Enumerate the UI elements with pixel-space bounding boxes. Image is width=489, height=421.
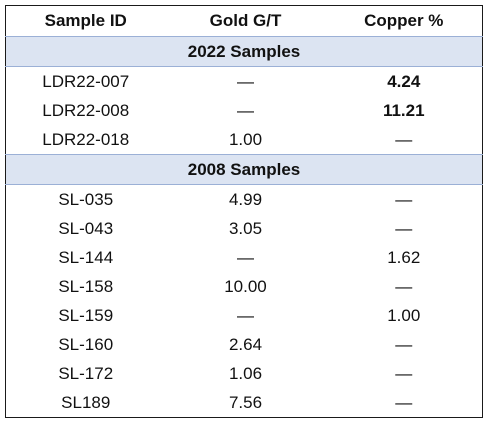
sample-id-cell: LDR22-007 [42,72,130,91]
sample-id-cell: LDR22-008 [42,101,130,120]
sample-id-cell: LDR22-018 [42,130,130,149]
sample-id-cell: SL189 [61,393,111,412]
table-header-row: Sample ID Gold G/T Copper % [5,5,483,37]
copper-value-cell: — [395,219,413,238]
group-header-row: 2022 Samples [5,36,483,67]
column-header-gold: Gold G/T [165,5,326,37]
sample-results-table: Sample ID Gold G/T Copper % 2022 Samples… [5,5,483,418]
table-row: SL-043 3.05 — [6,214,483,243]
column-header-copper: Copper % [325,5,483,37]
sample-id-cell: SL-158 [58,277,114,296]
group-label: 2008 Samples [5,154,483,185]
gold-value-cell: 7.56 [228,393,263,412]
copper-value-cell: — [395,393,413,412]
gold-value-cell: — [237,101,254,120]
gold-value-cell: 4.99 [228,190,263,209]
table-row: SL189 7.56 — [6,388,483,418]
copper-value-cell: 1.00 [387,306,421,325]
table-row: SL-172 1.06 — [6,359,483,388]
copper-value-cell: 11.21 [382,101,425,120]
copper-value-cell: — [395,364,413,383]
gold-value-cell: 10.00 [224,277,267,296]
gold-value-cell: 3.05 [228,219,263,238]
copper-value-cell: 1.62 [387,248,421,267]
sample-id-cell: SL-043 [58,219,114,238]
gold-value-cell: 2.64 [228,335,263,354]
copper-value-cell: — [395,130,413,149]
copper-value-cell: — [395,277,413,296]
table-row: SL-035 4.99 — [6,185,483,215]
table-row: LDR22-018 1.00 — [6,125,483,155]
gold-value-cell: — [237,248,254,267]
table-row: SL-160 2.64 — [6,330,483,359]
sample-id-cell: SL-172 [58,364,114,383]
group-label: 2022 Samples [5,36,483,67]
gold-value-cell: — [237,72,254,91]
gold-value-cell: 1.00 [228,130,263,149]
sample-id-cell: SL-159 [58,306,114,325]
gold-value-cell: — [237,306,254,325]
copper-value-cell: 4.24 [387,72,421,91]
sample-id-cell: SL-035 [58,190,114,209]
table-body: 2022 Samples LDR22-007 — 4.24 LDR22-008 — 11.2… [5,36,483,418]
table-row: SL-144 — 1.62 [6,243,483,272]
gold-value-cell: 1.06 [228,364,263,383]
copper-value-cell: — [395,190,413,209]
table-row: SL-159 — 1.00 [6,301,483,330]
table-row: LDR22-008 — 11.21 [6,96,483,125]
group-header-row: 2008 Samples [5,154,483,185]
column-header-sample-id: Sample ID [5,5,166,37]
sample-id-cell: SL-144 [58,248,114,267]
table-row: LDR22-007 — 4.24 [6,67,483,97]
copper-value-cell: — [395,335,413,354]
table-row: SL-158 10.00 — [6,272,483,301]
sample-id-cell: SL-160 [58,335,114,354]
